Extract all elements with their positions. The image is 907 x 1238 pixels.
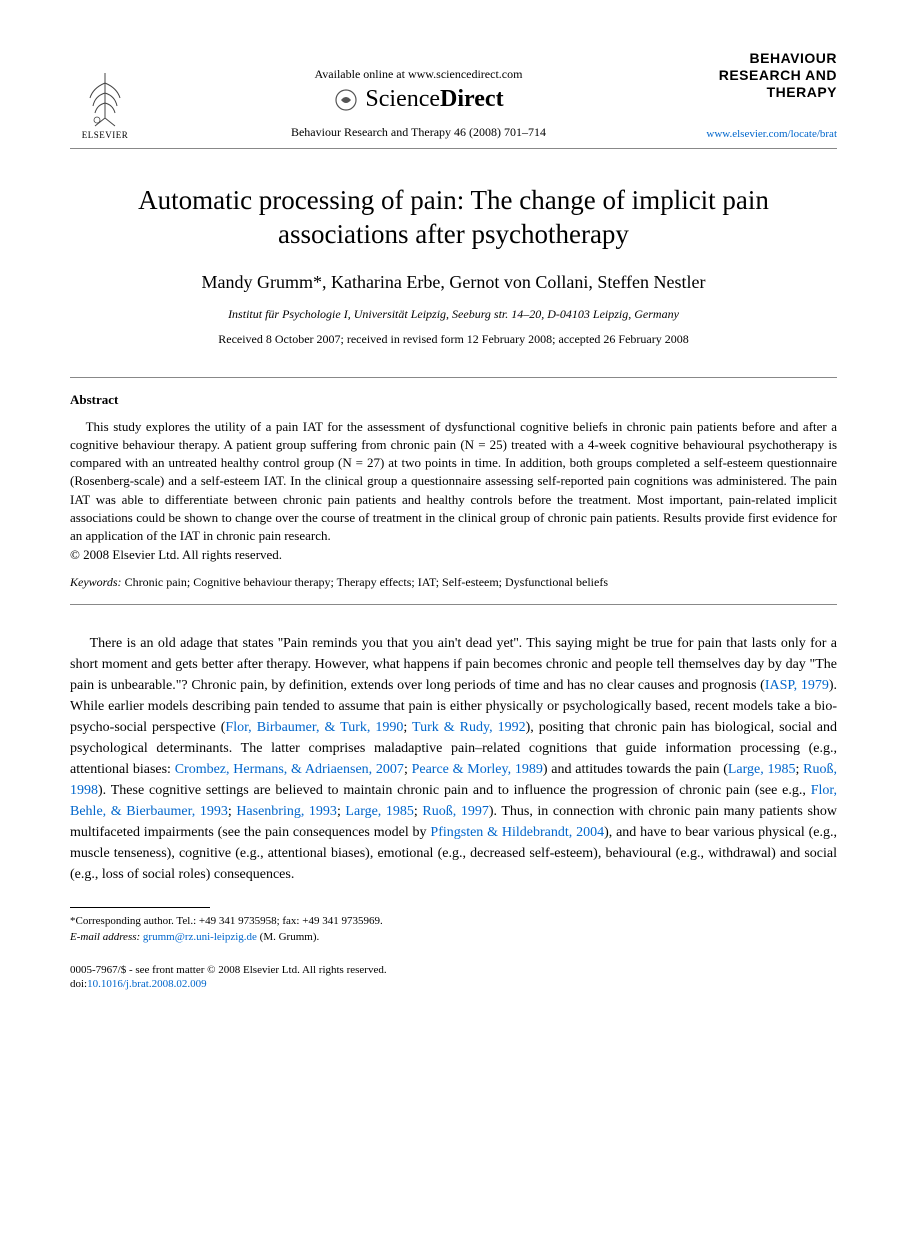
body-text-fragment: ; [403,720,412,735]
abstract-heading: Abstract [70,392,837,408]
body-text-fragment: ). These cognitive settings are believed… [98,783,811,798]
article-page: ELSEVIER Available online at www.science… [0,0,907,1032]
keywords-label: Keywords: [70,575,122,589]
elsevier-tree-icon [75,68,135,128]
citation-link[interactable]: Pfingsten & Hildebrandt, 2004 [430,825,604,840]
publisher-name: ELSEVIER [82,130,129,140]
sd-prefix: Science [365,86,440,112]
sciencedirect-logo: ScienceDirect [160,86,677,113]
article-affiliation: Institut für Psychologie I, Universität … [70,307,837,322]
journal-name: BEHAVIOUR RESEARCH AND THERAPY [719,50,837,100]
intro-paragraph: There is an old adage that states ''Pain… [70,633,837,885]
corresponding-email-link[interactable]: grumm@rz.uni-leipzig.de [140,931,257,943]
divider-top [70,377,837,378]
journal-block: BEHAVIOUR RESEARCH AND THERAPY www.elsev… [697,50,837,140]
sd-suffix: Direct [440,86,504,112]
sciencedirect-icon [333,87,359,113]
journal-name-line1: BEHAVIOUR [719,50,837,67]
abstract-body: This study explores the utility of a pai… [70,418,837,545]
citation-link[interactable]: Ruoß, 1997 [422,804,488,819]
body-text-fragment: ) and attitudes towards the pain ( [543,762,728,777]
citation-link[interactable]: Flor, Birbaumer, & Turk, 1990 [225,720,403,735]
keywords-line: Keywords: Chronic pain; Cognitive behavi… [70,575,837,590]
sciencedirect-wordmark: ScienceDirect [365,86,503,113]
journal-name-line3: THERAPY [719,84,837,101]
article-title: Automatic processing of pain: The change… [70,184,837,252]
journal-name-line2: RESEARCH AND [719,67,837,84]
keywords-text: Chronic pain; Cognitive behaviour therap… [122,575,608,589]
page-header: ELSEVIER Available online at www.science… [70,50,837,149]
header-center: Available online at www.sciencedirect.co… [140,67,697,140]
citation-link[interactable]: Large, 1985 [728,762,796,777]
footnote-email-line: E-mail address: grumm@rz.uni-leipzig.de … [70,930,837,945]
citation-link[interactable]: Hasenbring, 1993 [236,804,337,819]
doi-label: doi: [70,978,87,990]
footer-doi-line: doi:10.1016/j.brat.2008.02.009 [70,977,837,991]
footnote-separator [70,907,210,908]
available-online-text: Available online at www.sciencedirect.co… [160,67,677,82]
divider-bottom [70,604,837,605]
corresponding-author-footnote: *Corresponding author. Tel.: +49 341 973… [70,914,837,945]
article-dates: Received 8 October 2007; received in rev… [70,332,837,347]
body-text-fragment: ; [404,762,412,777]
page-footer: 0005-7967/$ - see front matter © 2008 El… [70,963,837,992]
footnote-phone: *Corresponding author. Tel.: +49 341 973… [70,914,837,929]
footnote-email-attrib: (M. Grumm). [257,931,319,943]
article-authors: Mandy Grumm*, Katharina Erbe, Gernot von… [70,272,837,293]
doi-link[interactable]: 10.1016/j.brat.2008.02.009 [87,978,206,990]
abstract-copyright: © 2008 Elsevier Ltd. All rights reserved… [70,547,837,563]
footer-copyright: 0005-7967/$ - see front matter © 2008 El… [70,963,837,977]
body-text-fragment: There is an old adage that states ''Pain… [70,636,837,693]
citation-link[interactable]: Crombez, Hermans, & Adriaensen, 2007 [175,762,404,777]
journal-homepage-link[interactable]: www.elsevier.com/locate/brat [706,128,837,140]
citation-link[interactable]: Pearce & Morley, 1989 [412,762,543,777]
citation-link[interactable]: IASP, 1979 [765,678,829,693]
citation-link[interactable]: Turk & Rudy, 1992 [412,720,526,735]
journal-citation: Behaviour Research and Therapy 46 (2008)… [160,125,677,140]
publisher-logo: ELSEVIER [70,60,140,140]
citation-link[interactable]: Large, 1985 [345,804,413,819]
footnote-email-label: E-mail address: [70,931,140,943]
